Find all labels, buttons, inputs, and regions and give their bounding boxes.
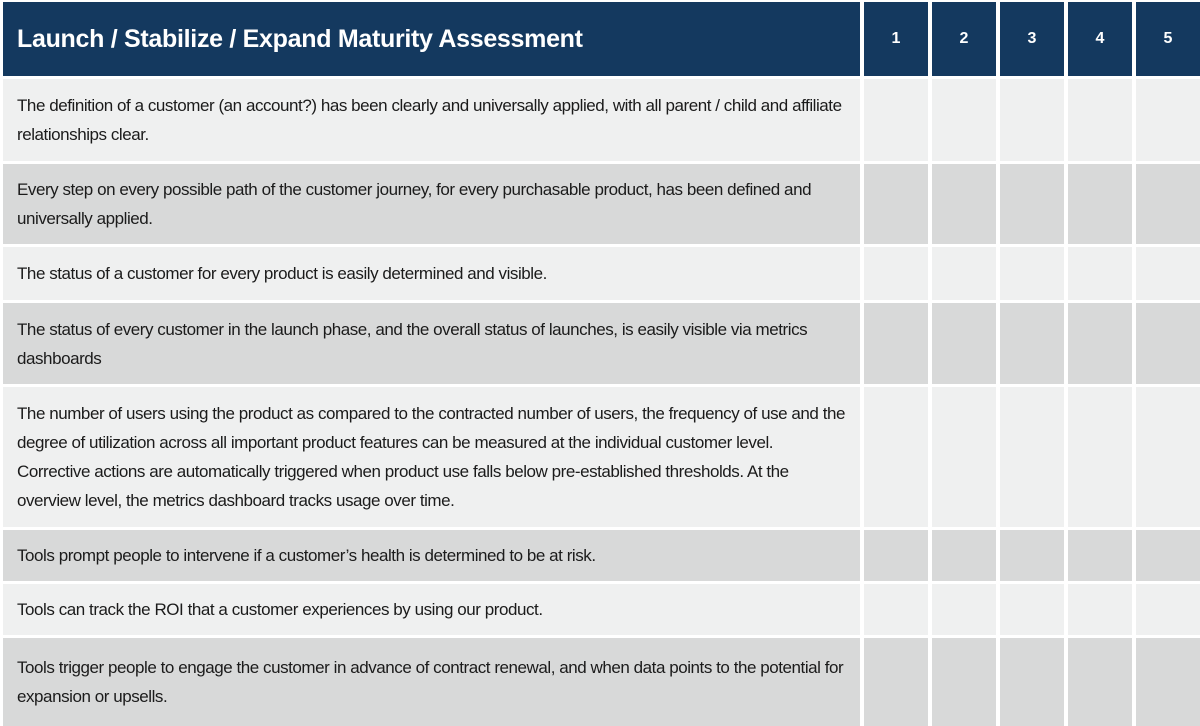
score-cell-4[interactable]	[1068, 164, 1132, 244]
table-row: Tools prompt people to intervene if a cu…	[3, 530, 1200, 581]
score-column-header-4: 4	[1068, 2, 1132, 76]
score-column-header-2: 2	[932, 2, 996, 76]
criterion-text: Tools prompt people to intervene if a cu…	[3, 530, 860, 581]
criterion-text: The status of a customer for every produ…	[3, 247, 860, 300]
score-cell-4[interactable]	[1068, 303, 1132, 384]
score-cell-3[interactable]	[1000, 638, 1064, 726]
criterion-text: The number of users using the product as…	[3, 387, 860, 527]
table-row: The number of users using the product as…	[3, 387, 1200, 527]
score-cell-2[interactable]	[932, 584, 996, 635]
score-cell-3[interactable]	[1000, 584, 1064, 635]
score-cell-4[interactable]	[1068, 530, 1132, 581]
score-cell-1[interactable]	[864, 164, 928, 244]
score-cell-2[interactable]	[932, 387, 996, 527]
score-cell-3[interactable]	[1000, 530, 1064, 581]
score-cell-4[interactable]	[1068, 584, 1132, 635]
table-row: The status of every customer in the laun…	[3, 303, 1200, 384]
score-cell-3[interactable]	[1000, 247, 1064, 300]
score-column-header-5: 5	[1136, 2, 1200, 76]
criterion-text: Tools can track the ROI that a customer …	[3, 584, 860, 635]
score-column-header-1: 1	[864, 2, 928, 76]
table-row: Tools can track the ROI that a customer …	[3, 584, 1200, 635]
score-cell-1[interactable]	[864, 303, 928, 384]
table-row: Tools trigger people to engage the custo…	[3, 638, 1200, 726]
score-cell-4[interactable]	[1068, 638, 1132, 726]
score-cell-5[interactable]	[1136, 79, 1200, 161]
table-row: Every step on every possible path of the…	[3, 164, 1200, 244]
score-cell-2[interactable]	[932, 638, 996, 726]
table-row: The definition of a customer (an account…	[3, 79, 1200, 161]
criterion-text: The status of every customer in the laun…	[3, 303, 860, 384]
table-row: The status of a customer for every produ…	[3, 247, 1200, 300]
score-cell-1[interactable]	[864, 247, 928, 300]
score-cell-4[interactable]	[1068, 387, 1132, 527]
score-cell-5[interactable]	[1136, 164, 1200, 244]
score-cell-4[interactable]	[1068, 247, 1132, 300]
score-cell-2[interactable]	[932, 164, 996, 244]
score-cell-3[interactable]	[1000, 387, 1064, 527]
score-cell-1[interactable]	[864, 584, 928, 635]
score-column-header-3: 3	[1000, 2, 1064, 76]
score-cell-5[interactable]	[1136, 638, 1200, 726]
score-cell-3[interactable]	[1000, 79, 1064, 161]
score-cell-2[interactable]	[932, 79, 996, 161]
criterion-text: Every step on every possible path of the…	[3, 164, 860, 244]
criterion-text: Tools trigger people to engage the custo…	[3, 638, 860, 726]
score-cell-1[interactable]	[864, 79, 928, 161]
score-cell-1[interactable]	[864, 530, 928, 581]
score-cell-2[interactable]	[932, 247, 996, 300]
score-cell-5[interactable]	[1136, 530, 1200, 581]
score-cell-3[interactable]	[1000, 303, 1064, 384]
score-cell-5[interactable]	[1136, 584, 1200, 635]
criterion-text: The definition of a customer (an account…	[3, 79, 860, 161]
score-cell-2[interactable]	[932, 303, 996, 384]
score-cell-5[interactable]	[1136, 247, 1200, 300]
score-cell-3[interactable]	[1000, 164, 1064, 244]
score-cell-4[interactable]	[1068, 79, 1132, 161]
score-cell-5[interactable]	[1136, 303, 1200, 384]
table-header-row: Launch / Stabilize / Expand Maturity Ass…	[3, 2, 1200, 76]
score-cell-1[interactable]	[864, 638, 928, 726]
table-title: Launch / Stabilize / Expand Maturity Ass…	[3, 2, 860, 76]
score-cell-5[interactable]	[1136, 387, 1200, 527]
score-cell-1[interactable]	[864, 387, 928, 527]
score-cell-2[interactable]	[932, 530, 996, 581]
